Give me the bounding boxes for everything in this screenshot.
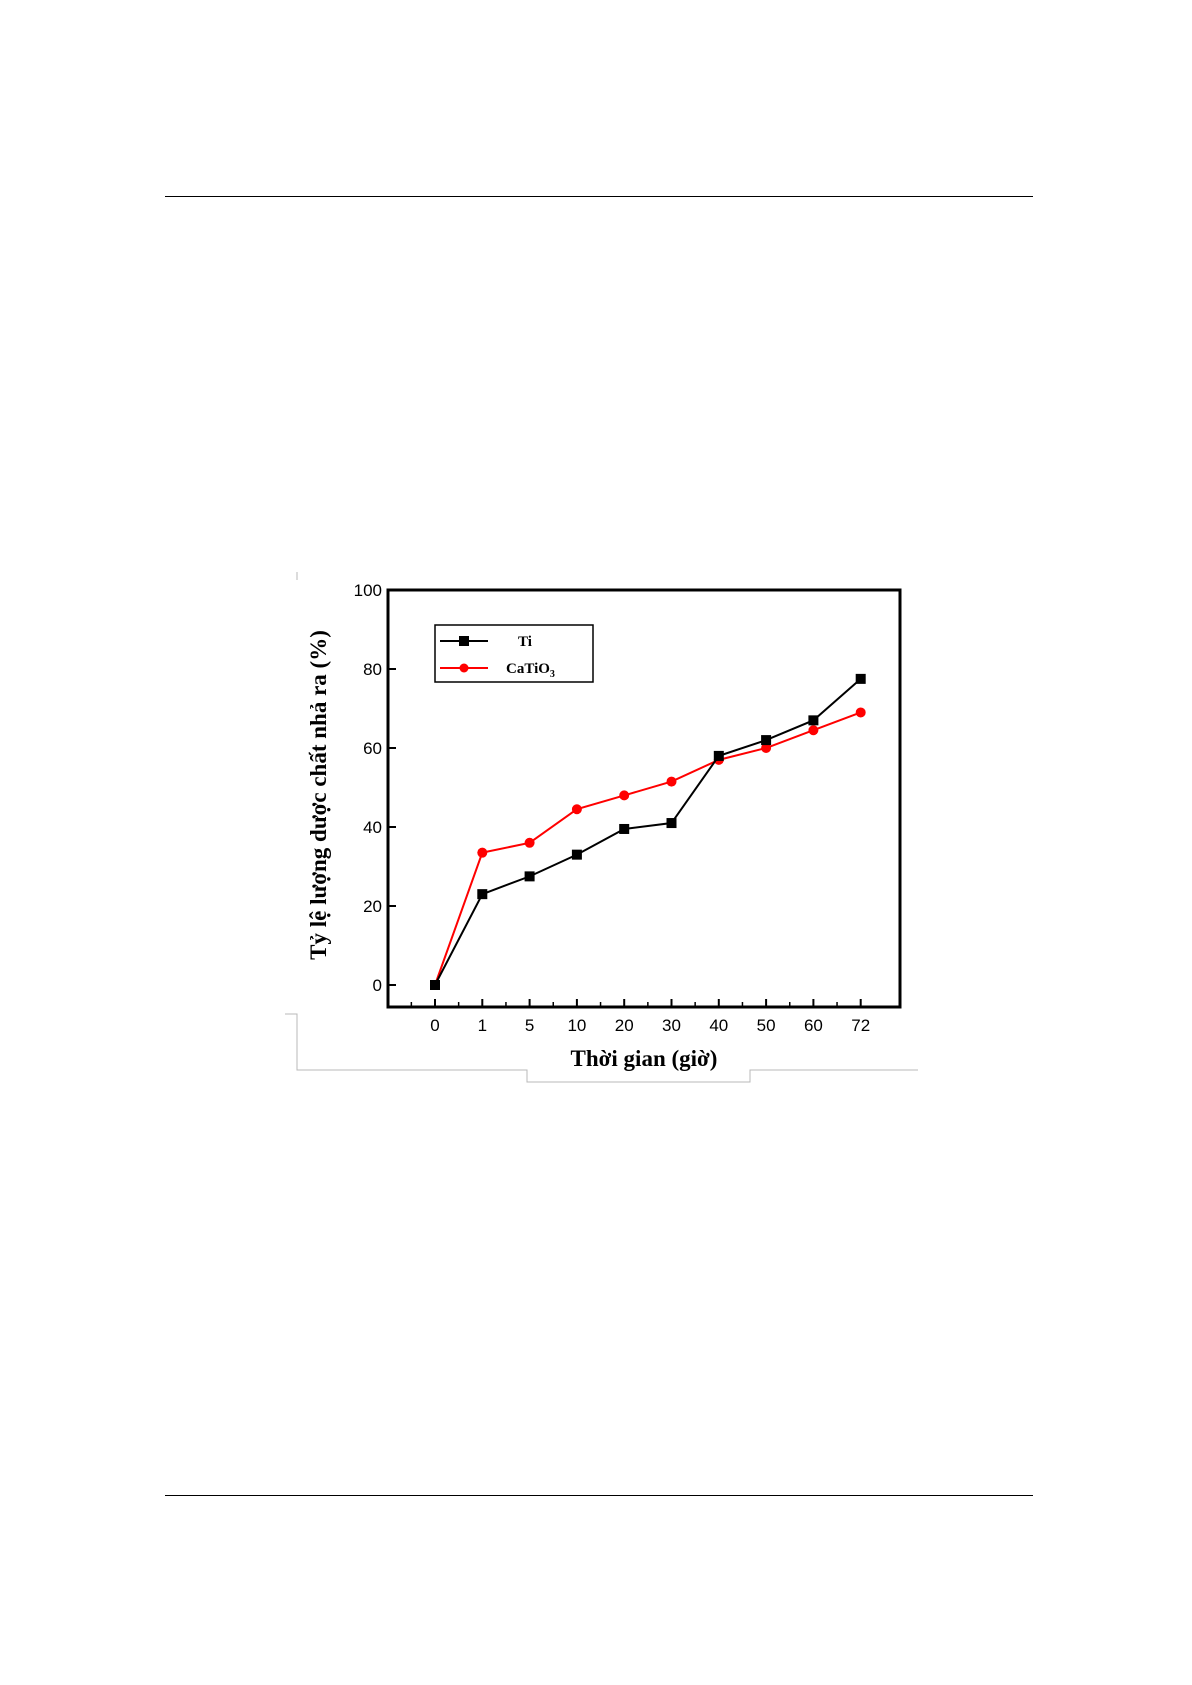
data-point-ti: [761, 735, 772, 746]
series-ti: [430, 673, 866, 990]
data-point-ti: [524, 871, 535, 882]
legend-marker-ti: [459, 636, 469, 646]
header-rule: [165, 196, 1033, 197]
series-line: [434, 678, 862, 986]
figure-frame: [285, 572, 918, 1083]
x-tick-label: 0: [430, 1016, 439, 1035]
x-axis-title: Thời gian (giờ): [571, 1046, 718, 1071]
series-line: [434, 711, 862, 986]
data-point-ti: [477, 889, 488, 900]
data-point-ti: [855, 673, 866, 684]
data-point-ti: [713, 750, 724, 761]
x-tick-label: 30: [662, 1016, 681, 1035]
y-tick-label: 0: [373, 976, 382, 995]
y-tick-label: 60: [363, 739, 382, 758]
data-point-ti: [619, 823, 630, 834]
legend-label-catio3-sub: 3: [550, 669, 555, 680]
legend-box: [434, 624, 594, 683]
data-point-catio3: [855, 707, 866, 718]
y-tick-label: 80: [363, 660, 382, 679]
data-point-ti: [808, 715, 819, 726]
data-point-ti: [571, 849, 582, 860]
x-tick-label: 20: [615, 1016, 634, 1035]
legend-marker-catio3: [459, 663, 469, 673]
data-point-catio3: [477, 847, 488, 858]
x-tick-label: 50: [757, 1016, 776, 1035]
data-point-catio3: [619, 790, 630, 801]
x-tick-label: 5: [525, 1016, 534, 1035]
data-point-catio3: [666, 776, 677, 787]
data-point-catio3: [808, 725, 819, 736]
y-axis: 0 20 40 60 80 100: [354, 581, 396, 995]
legend-label-catio3-main: CaTiO: [506, 661, 550, 677]
series-layer: [430, 673, 866, 990]
data-point-catio3: [571, 804, 582, 815]
x-tick-label: 72: [851, 1016, 870, 1035]
x-tick-label: 10: [567, 1016, 586, 1035]
legend: Ti CaTiO3: [434, 624, 594, 683]
y-axis-title: Tỷ lệ lượng dược chất nhả ra (%): [306, 630, 331, 960]
data-point-catio3: [524, 837, 535, 848]
data-point-catio3: [761, 743, 772, 753]
plot-frame: [386, 588, 902, 1009]
series-catio3: [430, 707, 866, 990]
y-tick-label: 40: [363, 818, 382, 837]
x-tick-label: 60: [804, 1016, 823, 1035]
legend-label-catio3: CaTiO3: [506, 661, 555, 680]
y-tick-label: 100: [354, 581, 382, 600]
footer-rule: [165, 1495, 1033, 1496]
x-tick-label: 40: [709, 1016, 728, 1035]
y-tick-label: 20: [363, 897, 382, 916]
data-point-ti: [430, 980, 440, 990]
x-axis: 0 1 5 10 20 30 40 50 60 72: [410, 999, 870, 1035]
legend-label-ti: Ti: [518, 634, 532, 650]
x-tick-label: 1: [478, 1016, 487, 1035]
data-point-ti: [666, 818, 677, 829]
